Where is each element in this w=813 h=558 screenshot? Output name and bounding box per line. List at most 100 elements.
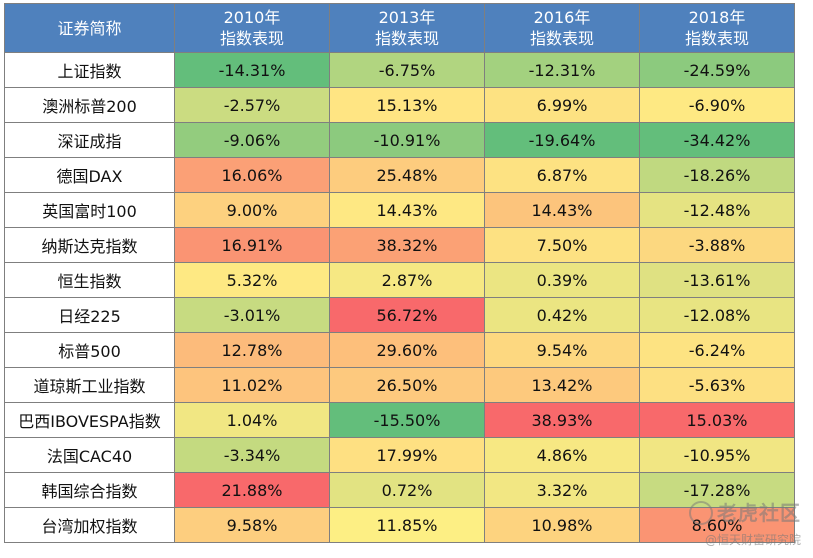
header-year: 2010年	[223, 8, 281, 27]
security-name: 澳洲标普200	[4, 87, 175, 123]
value-cell: -3.88%	[639, 227, 795, 263]
security-name: 巴西IBOVESPA指数	[4, 402, 175, 438]
value-cell: -6.24%	[639, 332, 795, 368]
value-cell: 4.86%	[484, 437, 640, 473]
table-row: 德国DAX 16.06% 25.48% 6.87% -18.26%	[4, 157, 795, 193]
value-cell: -3.01%	[174, 297, 330, 333]
header-col-2016: 2016年 指数表现	[484, 3, 640, 53]
value-cell: -10.95%	[639, 437, 795, 473]
value-cell: 16.06%	[174, 157, 330, 193]
value-cell: 11.85%	[329, 507, 485, 543]
header-year: 2018年	[688, 8, 746, 27]
table-row: 澳洲标普200 -2.57% 15.13% 6.99% -6.90%	[4, 87, 795, 123]
value-cell: 2.87%	[329, 262, 485, 298]
value-cell: -9.06%	[174, 122, 330, 158]
value-cell: -14.31%	[174, 52, 330, 88]
table-row: 日经225 -3.01% 56.72% 0.42% -12.08%	[4, 297, 795, 333]
header-col-2010: 2010年 指数表现	[174, 3, 330, 53]
security-name: 德国DAX	[4, 157, 175, 193]
value-cell: -5.63%	[639, 367, 795, 403]
header-metric: 指数表现	[374, 29, 439, 48]
value-cell: 38.32%	[329, 227, 485, 263]
value-cell: 6.99%	[484, 87, 640, 123]
value-cell: -12.48%	[639, 192, 795, 228]
value-cell: 0.42%	[484, 297, 640, 333]
value-cell: -17.28%	[639, 472, 795, 508]
header-row: 证券简称 2010年 指数表现 2013年 指数表现 2016年 指数表现 20…	[4, 3, 795, 53]
value-cell: 15.03%	[639, 402, 795, 438]
value-cell: -6.75%	[329, 52, 485, 88]
value-cell: 9.54%	[484, 332, 640, 368]
value-cell: 0.39%	[484, 262, 640, 298]
table-body: 上证指数 -14.31% -6.75% -12.31% -24.59% 澳洲标普200 -2…	[4, 52, 795, 543]
value-cell: 26.50%	[329, 367, 485, 403]
table-row: 韩国综合指数 21.88% 0.72% 3.32% -17.28%	[4, 472, 795, 508]
value-cell: 11.02%	[174, 367, 330, 403]
value-cell: 8.60%	[639, 507, 795, 543]
value-cell: -15.50%	[329, 402, 485, 438]
table-row: 英国富时100 9.00% 14.43% 14.43% -12.48%	[4, 192, 795, 228]
value-cell: -3.34%	[174, 437, 330, 473]
table-row: 恒生指数 5.32% 2.87% 0.39% -13.61%	[4, 262, 795, 298]
header-col-2013: 2013年 指数表现	[329, 3, 485, 53]
value-cell: 29.60%	[329, 332, 485, 368]
security-name: 深证成指	[4, 122, 175, 158]
value-cell: 14.43%	[329, 192, 485, 228]
value-cell: -12.08%	[639, 297, 795, 333]
table-row: 台湾加权指数 9.58% 11.85% 10.98% 8.60%	[4, 507, 795, 543]
value-cell: -6.90%	[639, 87, 795, 123]
header-col-2018: 2018年 指数表现	[639, 3, 795, 53]
security-name: 法国CAC40	[4, 437, 175, 473]
value-cell: 5.32%	[174, 262, 330, 298]
security-name: 台湾加权指数	[4, 507, 175, 543]
value-cell: 3.32%	[484, 472, 640, 508]
value-cell: -2.57%	[174, 87, 330, 123]
value-cell: 25.48%	[329, 157, 485, 193]
table-row: 深证成指 -9.06% -10.91% -19.64% -34.42%	[4, 122, 795, 158]
value-cell: -24.59%	[639, 52, 795, 88]
header-year: 2013年	[378, 8, 436, 27]
table-row: 纳斯达克指数 16.91% 38.32% 7.50% -3.88%	[4, 227, 795, 263]
header-name-col: 证券简称	[4, 3, 175, 53]
security-name: 英国富时100	[4, 192, 175, 228]
value-cell: 38.93%	[484, 402, 640, 438]
table-row: 巴西IBOVESPA指数 1.04% -15.50% 38.93% 15.03%	[4, 402, 795, 438]
value-cell: 6.87%	[484, 157, 640, 193]
value-cell: 7.50%	[484, 227, 640, 263]
header-metric: 指数表现	[529, 29, 594, 48]
header-year: 2016年	[533, 8, 591, 27]
value-cell: 9.58%	[174, 507, 330, 543]
security-name: 纳斯达克指数	[4, 227, 175, 263]
value-cell: -18.26%	[639, 157, 795, 193]
value-cell: 14.43%	[484, 192, 640, 228]
table-row: 上证指数 -14.31% -6.75% -12.31% -24.59%	[4, 52, 795, 88]
security-name: 恒生指数	[4, 262, 175, 298]
value-cell: -19.64%	[484, 122, 640, 158]
value-cell: -13.61%	[639, 262, 795, 298]
security-name: 道琼斯工业指数	[4, 367, 175, 403]
value-cell: 1.04%	[174, 402, 330, 438]
value-cell: 16.91%	[174, 227, 330, 263]
value-cell: 13.42%	[484, 367, 640, 403]
value-cell: 56.72%	[329, 297, 485, 333]
security-name: 上证指数	[4, 52, 175, 88]
value-cell: 21.88%	[174, 472, 330, 508]
value-cell: 12.78%	[174, 332, 330, 368]
value-cell: 0.72%	[329, 472, 485, 508]
value-cell: 10.98%	[484, 507, 640, 543]
header-metric: 指数表现	[684, 29, 749, 48]
header-metric: 指数表现	[219, 29, 284, 48]
value-cell: 17.99%	[329, 437, 485, 473]
value-cell: -12.31%	[484, 52, 640, 88]
value-cell: 9.00%	[174, 192, 330, 228]
security-name: 标普500	[4, 332, 175, 368]
table-row: 道琼斯工业指数 11.02% 26.50% 13.42% -5.63%	[4, 367, 795, 403]
value-cell: 15.13%	[329, 87, 485, 123]
security-name: 日经225	[4, 297, 175, 333]
security-name: 韩国综合指数	[4, 472, 175, 508]
value-cell: -34.42%	[639, 122, 795, 158]
table-row: 法国CAC40 -3.34% 17.99% 4.86% -10.95%	[4, 437, 795, 473]
value-cell: -10.91%	[329, 122, 485, 158]
performance-table: 证券简称 2010年 指数表现 2013年 指数表现 2016年 指数表现 20…	[4, 3, 795, 543]
table-row: 标普500 12.78% 29.60% 9.54% -6.24%	[4, 332, 795, 368]
